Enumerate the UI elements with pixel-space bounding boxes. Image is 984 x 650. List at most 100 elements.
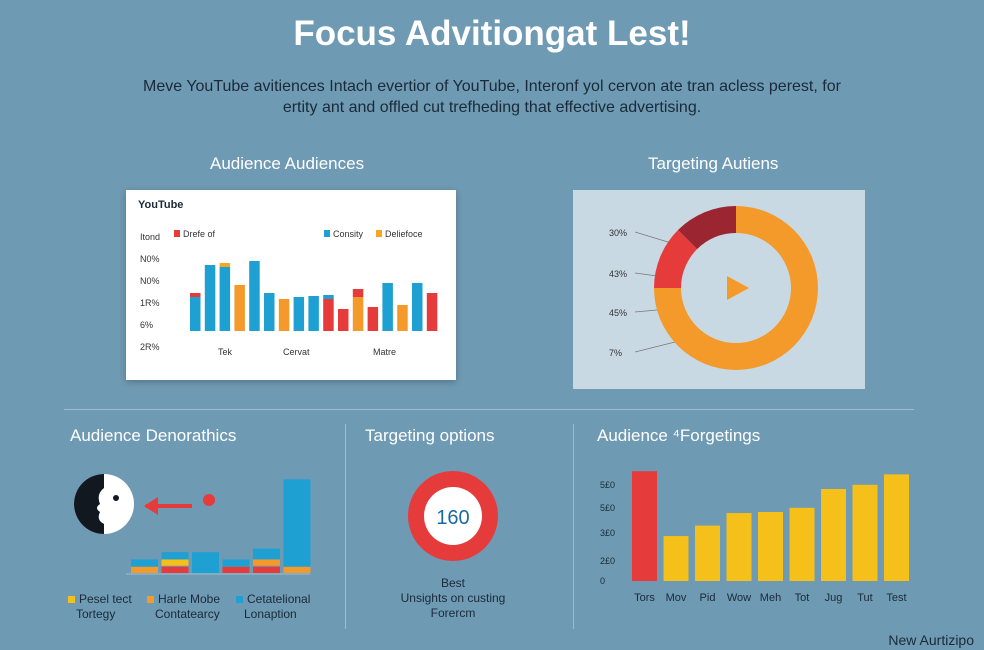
ring-center <box>424 487 482 545</box>
x-tick-label: Tek <box>218 347 233 357</box>
bar <box>884 474 909 581</box>
legend-text: Lonaption <box>244 607 297 621</box>
legend-text: Pesel tect <box>79 592 132 606</box>
bar <box>308 296 319 331</box>
chart-title: YouTube <box>138 199 183 211</box>
bar <box>190 297 201 331</box>
donut-leader-line <box>634 309 658 313</box>
bar <box>338 309 349 331</box>
stacked-segment <box>253 566 280 573</box>
y-tick-label: 2£0 <box>600 556 615 566</box>
stacked-segment <box>161 552 189 560</box>
bar <box>426 293 438 331</box>
donut-label: 7% <box>609 348 622 358</box>
bar <box>726 513 752 581</box>
x-tick-label: Test <box>886 592 906 604</box>
ring-caption-line: Best <box>440 576 465 590</box>
watermark: New Aurtizipo <box>888 632 974 648</box>
options-ring-chart: 160 <box>408 471 498 561</box>
legend-swatch <box>174 230 180 237</box>
x-tick-label: Pid <box>700 592 716 604</box>
x-tick-label: Mov <box>666 592 687 604</box>
legend-text: Tortegy <box>76 607 116 621</box>
bar <box>663 536 689 581</box>
donut-label: 30% <box>609 228 627 238</box>
y-tick-label: 3£0 <box>600 528 615 538</box>
bar <box>412 283 423 331</box>
donut-leader-line <box>634 272 658 277</box>
column-divider-1 <box>345 424 346 629</box>
legend-label: Consity <box>333 229 364 239</box>
x-tick-label: Tut <box>857 592 873 604</box>
ring-caption: Best Unsights on custing Forercm <box>378 576 528 621</box>
bar <box>352 297 364 331</box>
bar <box>632 471 657 581</box>
bar <box>821 489 846 581</box>
bar <box>397 305 408 331</box>
y-tick-label: N0% <box>140 254 160 264</box>
legend-text: Harle Mobe <box>158 592 221 606</box>
bar <box>789 507 815 581</box>
stacked-segment <box>283 566 311 573</box>
stacked-segment <box>131 566 158 573</box>
x-tick-label: Jug <box>825 592 843 604</box>
x-tick-label: Tors <box>634 592 655 604</box>
column-divider-2 <box>573 424 574 629</box>
bar <box>382 283 393 331</box>
bar-cap <box>190 293 201 297</box>
stacked-segment <box>222 566 250 573</box>
section-title-audience-demographics: Audience Denorathics <box>70 426 237 445</box>
bar <box>278 299 290 331</box>
legend-text: Contatearcy <box>155 607 220 621</box>
y-tick-label: Itond <box>140 232 160 242</box>
targeting-donut-panel: 30% 43% 45% 7% <box>573 190 865 389</box>
demographics-chart <box>74 474 311 575</box>
stacked-segment <box>253 548 280 560</box>
x-tick-label: Matre <box>373 347 396 357</box>
donut-label: 45% <box>609 308 627 318</box>
y-tick-label: 6% <box>140 320 153 330</box>
bar <box>695 525 720 581</box>
ring-caption-line: Forercm <box>430 606 476 620</box>
bar <box>219 267 231 331</box>
bar <box>367 307 379 331</box>
section-title-targeting-options: Targeting options <box>365 426 495 445</box>
bar <box>249 261 260 331</box>
x-tick-label: Tot <box>795 592 810 604</box>
y-tick-label: 2R% <box>140 342 160 352</box>
section-divider <box>64 409 914 410</box>
legend-swatch <box>147 596 154 603</box>
page-title: Focus Advitiongat Lest! <box>293 14 691 53</box>
stacked-segment <box>192 563 219 573</box>
page-subtitle: Meve YouTube avitiences Intach evertior … <box>143 78 841 116</box>
arrow-left-icon <box>144 494 215 515</box>
section-title-audience-audiences: Audience Audiences <box>210 154 365 173</box>
legend-swatch <box>68 596 75 603</box>
legend-label: Deliefoce <box>385 229 423 239</box>
section-title-targeting-autiens: Targeting Autiens <box>648 154 779 173</box>
targeting-donut-chart: 30% 43% 45% 7% <box>609 206 818 370</box>
youtube-chart-panel: YouTube Drefe of Consity Deliefoce Itond N0… <box>126 190 456 380</box>
legend-label: Drefe of <box>183 229 216 239</box>
legend-swatch <box>324 230 330 237</box>
y-tick-label: N0% <box>140 276 160 286</box>
forgetings-bar-chart: 0 2£0 3£0 5£0 5£0 Tors Mov Pid Wow Meh Tot Jug Tut T… <box>600 471 909 604</box>
youtube-bar-chart: YouTube Drefe of Consity Deliefoce Itond N0… <box>138 199 438 357</box>
legend-swatch <box>376 230 382 237</box>
demographics-legend-item: Pesel tect Tortegy <box>68 592 132 622</box>
play-icon[interactable] <box>727 276 749 300</box>
legend-swatch <box>236 596 243 603</box>
stacked-segment <box>192 552 219 564</box>
bar <box>758 512 783 581</box>
bar <box>204 265 216 331</box>
stacked-segment <box>253 559 280 566</box>
legend-text: Cetatelional <box>247 592 311 606</box>
ring-center-value: 160 <box>436 507 469 529</box>
bar-cap <box>219 263 231 267</box>
demographics-legend-item: Cetatelional Lonaption <box>236 592 310 622</box>
face-icon <box>74 474 134 534</box>
donut-label: 43% <box>609 269 627 279</box>
y-tick-label: 5£0 <box>600 503 615 513</box>
bar <box>264 293 275 331</box>
bar <box>293 297 305 331</box>
